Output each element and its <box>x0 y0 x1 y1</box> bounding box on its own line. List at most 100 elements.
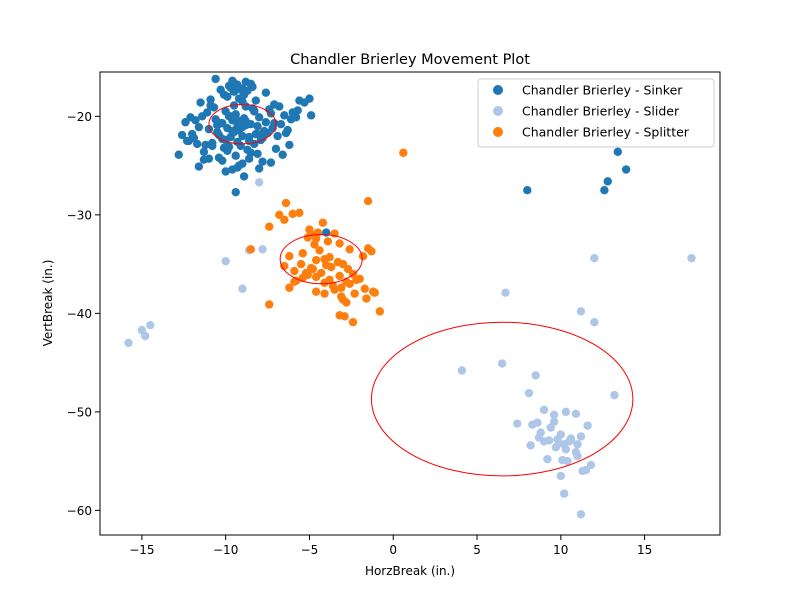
point-splitter <box>358 252 368 261</box>
point-sinker <box>233 137 242 147</box>
point-splitter <box>335 271 344 281</box>
point-slider <box>556 471 566 481</box>
point-slider <box>549 410 559 420</box>
point-splitter <box>303 270 312 280</box>
point-sinker <box>246 79 256 89</box>
point-splitter <box>311 234 321 243</box>
point-slider <box>559 440 569 449</box>
legend-marker-splitter <box>493 127 503 137</box>
x-tick-label: −15 <box>129 543 154 557</box>
point-sinker <box>231 187 240 197</box>
confidence-ellipse-3 <box>370 321 634 477</box>
y-axis-ticks: −60 −50 −40 −30 −20 <box>67 110 100 518</box>
point-sinker <box>291 113 301 122</box>
point-sinker <box>258 157 267 166</box>
point-sinker <box>241 102 250 111</box>
y-tick-label: −60 <box>67 504 92 518</box>
point-splitter <box>311 255 321 265</box>
point-splitter <box>285 283 294 292</box>
point-sinker <box>285 140 294 150</box>
point-sinker <box>204 154 214 163</box>
point-sinker <box>214 153 224 162</box>
point-sinker <box>600 186 609 195</box>
point-sinker <box>244 132 254 142</box>
point-sinker <box>278 150 287 159</box>
point-splitter <box>325 275 334 285</box>
point-sinker <box>253 129 262 139</box>
point-sinker <box>281 128 291 138</box>
point-splitter <box>337 283 346 292</box>
point-sinker <box>219 90 229 99</box>
point-splitter <box>330 285 339 294</box>
point-sinker <box>244 154 254 163</box>
point-sinker <box>305 94 314 103</box>
point-slider <box>146 320 155 330</box>
point-sinker <box>196 98 205 107</box>
legend-label-splitter: Chandler Brierley - Splitter <box>522 125 690 140</box>
point-splitter <box>318 218 328 227</box>
point-sinker <box>177 130 187 140</box>
point-slider <box>573 451 582 461</box>
point-sinker <box>194 162 204 171</box>
point-sinker <box>206 95 215 104</box>
point-sinker <box>229 127 239 137</box>
point-splitter <box>311 287 321 296</box>
point-slider <box>124 338 133 348</box>
point-slider <box>566 434 576 443</box>
point-slider <box>526 441 535 450</box>
point-splitter <box>355 274 364 284</box>
point-sinker <box>260 126 269 136</box>
point-slider <box>576 307 586 316</box>
ellipse-layer <box>208 104 634 477</box>
point-sinker <box>251 96 261 105</box>
y-tick-label: −50 <box>67 405 92 419</box>
point-slider <box>221 256 230 266</box>
point-sinker <box>322 228 331 237</box>
point-slider <box>543 454 552 464</box>
point-sinker <box>231 151 240 160</box>
y-axis-label: VertBreak (in.) <box>41 260 55 347</box>
point-splitter <box>375 307 385 316</box>
point-sinker <box>261 118 271 127</box>
point-splitter <box>265 222 274 231</box>
point-splitter <box>367 247 376 256</box>
x-tick-label: 15 <box>637 543 652 557</box>
point-sinker <box>243 86 252 95</box>
point-sinker <box>603 177 612 186</box>
point-sinker <box>266 158 276 167</box>
x-tick-label: 0 <box>389 543 397 557</box>
point-splitter <box>345 279 354 288</box>
point-sinker <box>236 117 245 126</box>
y-tick-label: −20 <box>67 110 92 124</box>
point-sinker <box>206 101 215 110</box>
point-splitter <box>350 289 359 298</box>
point-sinker <box>203 108 212 117</box>
point-sinker <box>306 111 316 120</box>
point-slider <box>571 409 581 419</box>
point-sinker <box>228 76 237 86</box>
point-splitter <box>327 262 336 272</box>
point-splitter <box>308 264 318 274</box>
point-sinker <box>273 131 282 141</box>
x-tick-label: 10 <box>553 543 568 557</box>
point-sinker <box>211 74 220 84</box>
chart-title: Chandler Brierley Movement Plot <box>290 52 530 68</box>
point-splitter <box>399 148 408 157</box>
point-splitter <box>315 246 324 255</box>
point-sinker <box>523 186 532 195</box>
point-sinker <box>265 105 274 114</box>
point-sinker <box>270 119 279 128</box>
point-splitter <box>295 208 304 218</box>
axes-frame <box>99 71 721 536</box>
point-slider <box>524 388 534 398</box>
point-slider <box>497 359 507 368</box>
point-sinker <box>224 142 234 152</box>
point-sinker <box>261 88 271 97</box>
point-slider <box>583 421 592 430</box>
legend-label-slider: Chandler Brierley - Slider <box>522 104 680 119</box>
point-sinker <box>194 122 204 132</box>
point-sinker <box>621 165 631 174</box>
x-tick-label: −5 <box>301 543 319 557</box>
point-splitter <box>311 272 321 282</box>
point-splitter <box>280 261 289 271</box>
